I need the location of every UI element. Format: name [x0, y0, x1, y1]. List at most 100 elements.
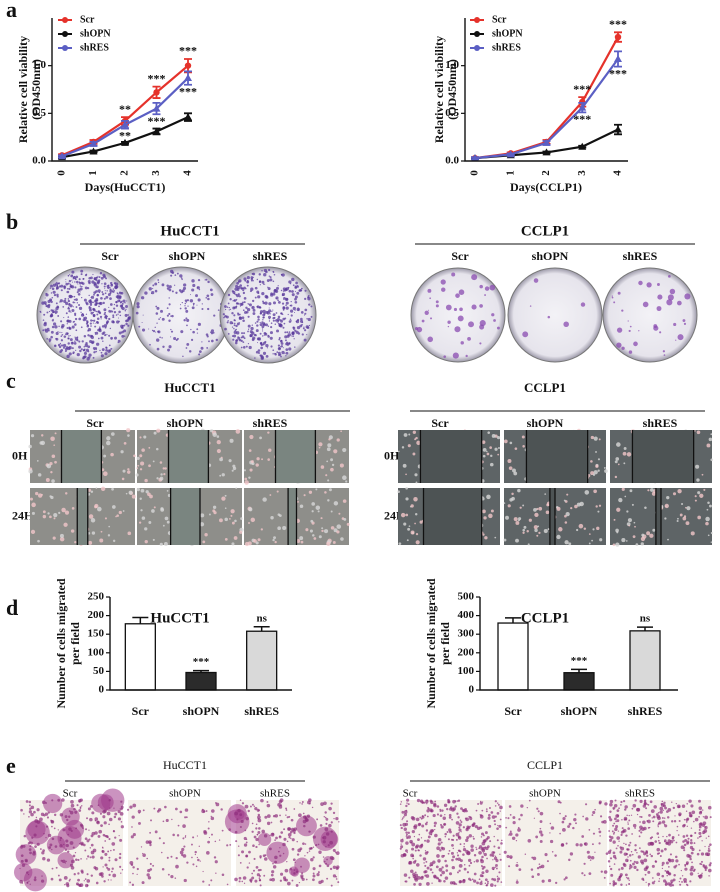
cell — [31, 530, 35, 534]
colony — [234, 324, 236, 326]
cell — [434, 834, 438, 838]
colony — [106, 321, 108, 323]
colony — [59, 301, 60, 302]
cell — [430, 868, 433, 871]
colony — [471, 305, 476, 310]
colony — [310, 305, 312, 307]
cell — [340, 537, 344, 541]
cell — [610, 874, 613, 877]
colony — [278, 347, 281, 350]
cell — [628, 518, 632, 522]
cell — [24, 835, 27, 838]
cell — [176, 857, 178, 859]
cell — [638, 855, 641, 858]
colony — [53, 322, 56, 325]
cell — [303, 825, 305, 827]
cell — [659, 878, 660, 879]
colony — [97, 318, 100, 321]
colony — [172, 290, 174, 292]
cell — [628, 819, 630, 821]
colony — [170, 329, 171, 330]
cell — [268, 448, 271, 451]
cell — [500, 819, 502, 821]
cell — [708, 534, 710, 536]
cell — [448, 838, 450, 840]
cell — [499, 806, 503, 810]
cell — [398, 451, 400, 453]
colony — [260, 284, 261, 285]
cell — [415, 850, 417, 852]
colony — [83, 349, 85, 351]
colony — [93, 351, 95, 353]
cell — [96, 487, 98, 489]
cell — [419, 854, 421, 856]
cell — [207, 841, 210, 844]
cell — [258, 538, 261, 541]
cell — [587, 855, 591, 859]
cell — [126, 493, 128, 495]
cell — [492, 859, 493, 860]
cell — [406, 834, 408, 836]
culture-plate — [508, 268, 602, 362]
colony — [174, 285, 175, 286]
cell — [303, 813, 305, 815]
colony — [105, 296, 108, 299]
cell — [57, 799, 60, 802]
cell — [486, 495, 491, 500]
cell — [328, 844, 330, 846]
colony — [198, 323, 201, 326]
colony — [94, 326, 96, 328]
colony — [291, 314, 293, 316]
colony — [232, 326, 233, 327]
cell — [231, 542, 234, 545]
cell — [510, 831, 512, 833]
cell — [88, 807, 91, 810]
cell — [31, 806, 35, 810]
cell — [631, 815, 632, 816]
cell — [662, 817, 664, 819]
colony — [166, 284, 169, 287]
cell — [312, 807, 313, 808]
cell — [706, 837, 707, 838]
cell — [137, 488, 140, 491]
cell — [464, 864, 466, 866]
cell — [244, 480, 249, 485]
colony — [179, 274, 182, 277]
cell — [562, 828, 566, 832]
colony — [57, 315, 59, 317]
cell — [688, 799, 691, 802]
cell — [121, 821, 123, 823]
cell — [629, 842, 631, 844]
cell — [321, 527, 323, 529]
cell — [594, 809, 596, 811]
colony — [91, 336, 94, 339]
cell — [200, 861, 201, 862]
colony — [43, 314, 45, 316]
cell — [493, 869, 494, 870]
cell — [620, 804, 622, 806]
cell — [449, 816, 452, 819]
colony — [155, 327, 156, 328]
cell — [160, 473, 162, 475]
cell — [447, 831, 449, 833]
colony — [285, 348, 288, 351]
cell — [469, 865, 471, 867]
cell — [498, 447, 500, 449]
colony — [84, 346, 86, 348]
colony — [268, 302, 271, 305]
cell — [312, 510, 314, 512]
cell — [441, 825, 444, 828]
colony — [104, 282, 107, 285]
cell — [302, 801, 304, 803]
cell — [270, 516, 273, 519]
cell — [28, 445, 31, 448]
cell — [690, 804, 693, 807]
cell — [293, 858, 296, 861]
colony — [285, 355, 286, 356]
colony — [56, 285, 58, 287]
colony — [239, 314, 241, 316]
cell — [274, 861, 277, 864]
colony — [613, 301, 615, 303]
colony — [57, 331, 58, 332]
cell — [662, 836, 663, 837]
